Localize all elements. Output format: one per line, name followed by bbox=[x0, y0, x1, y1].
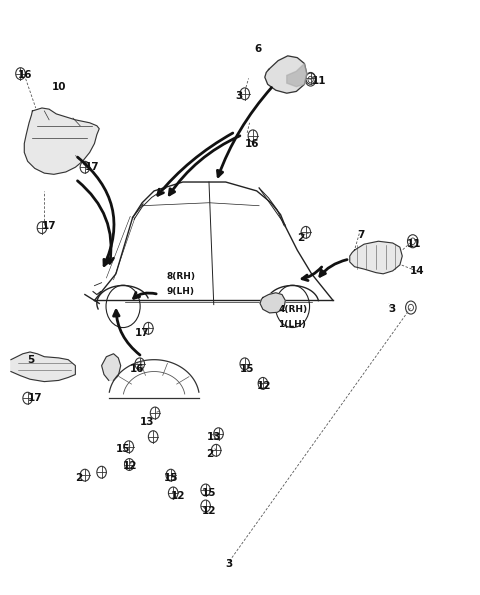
Text: 12: 12 bbox=[202, 506, 216, 516]
Text: 17: 17 bbox=[42, 221, 57, 231]
Text: 13: 13 bbox=[140, 417, 154, 427]
Text: 12: 12 bbox=[123, 461, 138, 471]
Text: 9(LH): 9(LH) bbox=[166, 287, 194, 296]
Text: 3: 3 bbox=[388, 305, 395, 314]
Polygon shape bbox=[350, 241, 402, 274]
Text: 15: 15 bbox=[240, 364, 254, 374]
Polygon shape bbox=[102, 354, 120, 380]
Text: 8(RH): 8(RH) bbox=[166, 273, 195, 281]
Text: 12: 12 bbox=[171, 491, 185, 501]
Text: 2: 2 bbox=[206, 449, 214, 459]
Text: 7: 7 bbox=[357, 230, 364, 240]
Text: 10: 10 bbox=[51, 82, 66, 92]
Text: 11: 11 bbox=[312, 76, 326, 86]
Text: 11: 11 bbox=[407, 239, 421, 249]
Text: 15: 15 bbox=[202, 488, 216, 498]
Polygon shape bbox=[265, 56, 307, 93]
Text: 3: 3 bbox=[226, 559, 233, 569]
Text: 13: 13 bbox=[206, 431, 221, 441]
Polygon shape bbox=[24, 108, 99, 174]
Text: 17: 17 bbox=[85, 162, 99, 172]
Text: 4(RH): 4(RH) bbox=[278, 305, 307, 314]
Text: 15: 15 bbox=[164, 473, 178, 483]
Text: 17: 17 bbox=[28, 393, 42, 403]
Polygon shape bbox=[11, 352, 75, 381]
Text: 3: 3 bbox=[235, 91, 242, 101]
Text: 14: 14 bbox=[409, 266, 424, 276]
Text: 16: 16 bbox=[245, 139, 259, 149]
Text: 2: 2 bbox=[297, 233, 304, 243]
Text: 1(LH): 1(LH) bbox=[278, 320, 306, 328]
Text: 16: 16 bbox=[18, 70, 33, 80]
Text: 5: 5 bbox=[28, 355, 35, 365]
Text: 17: 17 bbox=[135, 328, 150, 338]
Text: 2: 2 bbox=[75, 473, 83, 483]
Text: 16: 16 bbox=[130, 364, 145, 374]
Polygon shape bbox=[287, 64, 307, 87]
Text: 6: 6 bbox=[254, 44, 262, 54]
Text: 12: 12 bbox=[257, 381, 271, 392]
Polygon shape bbox=[260, 293, 285, 313]
Text: 15: 15 bbox=[116, 443, 131, 453]
